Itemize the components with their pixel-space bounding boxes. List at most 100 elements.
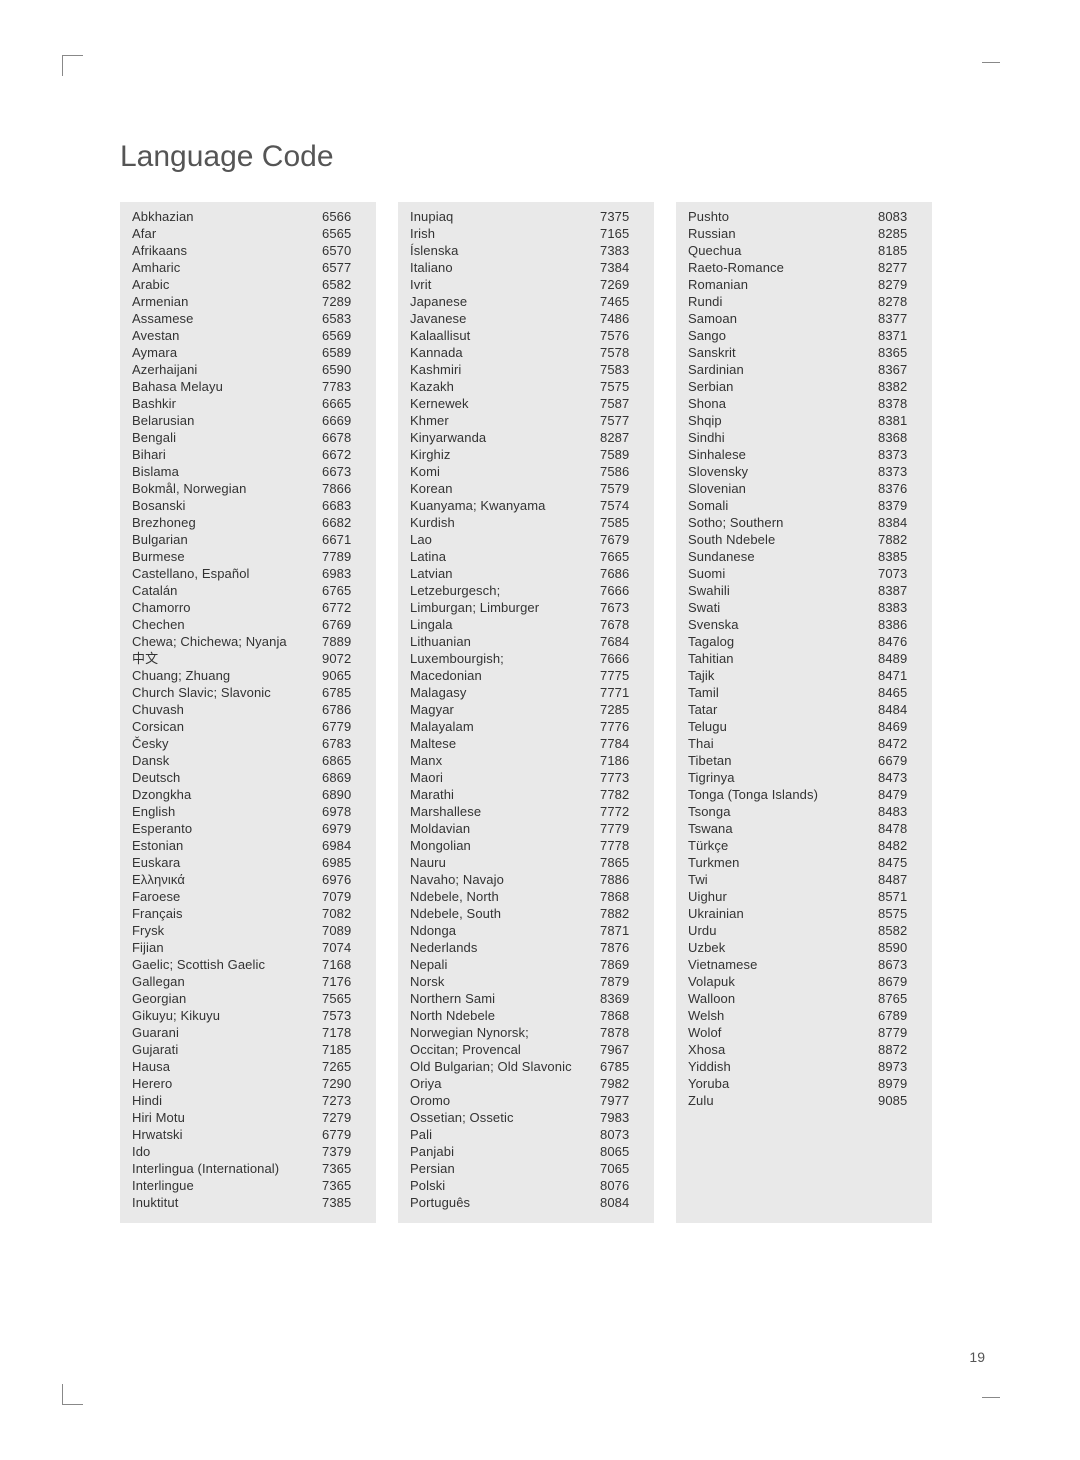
language-name: Assamese: [132, 310, 322, 327]
language-code: 7789: [322, 548, 366, 565]
language-code-table: Abkhazian6566Afar6565Afrikaans6570Amhari…: [120, 202, 985, 1223]
language-name: Kinyarwanda: [410, 429, 600, 446]
language-code: 8479: [878, 786, 922, 803]
language-name: Shona: [688, 395, 878, 412]
language-code: 6665: [322, 395, 366, 412]
language-row: Suomi7073: [688, 565, 922, 582]
language-name: Kernewek: [410, 395, 600, 412]
language-code: 6583: [322, 310, 366, 327]
language-code: 7285: [600, 701, 644, 718]
language-row: Nauru7865: [410, 854, 644, 871]
language-code: 8185: [878, 242, 922, 259]
language-name: Bahasa Melayu: [132, 378, 322, 395]
language-row: Faroese7079: [132, 888, 366, 905]
language-row: Íslenska7383: [410, 242, 644, 259]
language-row: Interlingue7365: [132, 1177, 366, 1194]
language-code: 7666: [600, 582, 644, 599]
language-code: 8386: [878, 616, 922, 633]
language-code: 8083: [878, 208, 922, 225]
language-code: 7465: [600, 293, 644, 310]
language-code: 7977: [600, 1092, 644, 1109]
language-code: 7565: [322, 990, 366, 1007]
language-code: 7869: [600, 956, 644, 973]
language-name: Swati: [688, 599, 878, 616]
language-row: Nederlands7876: [410, 939, 644, 956]
language-row: Azerhaijani6590: [132, 361, 366, 378]
language-name: Norsk: [410, 973, 600, 990]
language-row: Herero7290: [132, 1075, 366, 1092]
language-row: Sanskrit8365: [688, 344, 922, 361]
language-name: Hrwatski: [132, 1126, 322, 1143]
language-name: Korean: [410, 480, 600, 497]
language-row: Persian7065: [410, 1160, 644, 1177]
language-name: Oriya: [410, 1075, 600, 1092]
language-row: Norsk7879: [410, 973, 644, 990]
language-row: Fijian7074: [132, 939, 366, 956]
language-name: Interlingua (International): [132, 1160, 322, 1177]
language-row: Guarani7178: [132, 1024, 366, 1041]
language-code: 8277: [878, 259, 922, 276]
language-row: Sundanese8385: [688, 548, 922, 565]
language-name: Walloon: [688, 990, 878, 1007]
crop-mark-bl: [62, 1384, 83, 1405]
language-code: 6779: [322, 1126, 366, 1143]
language-name: Turkmen: [688, 854, 878, 871]
language-name: Bihari: [132, 446, 322, 463]
language-row: Latvian7686: [410, 565, 644, 582]
language-name: Hausa: [132, 1058, 322, 1075]
language-row: Bislama6673: [132, 463, 366, 480]
language-row: Bengali6678: [132, 429, 366, 446]
language-name: Tibetan: [688, 752, 878, 769]
language-code: 7783: [322, 378, 366, 395]
language-row: Bihari6672: [132, 446, 366, 463]
language-row: Uzbek8590: [688, 939, 922, 956]
language-row: Bashkir6665: [132, 395, 366, 412]
language-row: Pali8073: [410, 1126, 644, 1143]
language-name: Nauru: [410, 854, 600, 871]
language-code: 8979: [878, 1075, 922, 1092]
language-row: Inuktitut7385: [132, 1194, 366, 1211]
language-code: 8076: [600, 1177, 644, 1194]
language-name: Italiano: [410, 259, 600, 276]
language-code: 6682: [322, 514, 366, 531]
language-row: Assamese6583: [132, 310, 366, 327]
language-name: Malayalam: [410, 718, 600, 735]
language-column: Inupiaq7375Irish7165Íslenska7383Italiano…: [398, 202, 654, 1223]
language-code: 8368: [878, 429, 922, 446]
language-code: 7384: [600, 259, 644, 276]
language-code: 7379: [322, 1143, 366, 1160]
language-row: Magyar7285: [410, 701, 644, 718]
language-row: Limburgan; Limburger7673: [410, 599, 644, 616]
language-row: Kuanyama; Kwanyama7574: [410, 497, 644, 514]
language-name: Tagalog: [688, 633, 878, 650]
language-code: 8483: [878, 803, 922, 820]
language-row: South Ndebele7882: [688, 531, 922, 548]
language-code: 8973: [878, 1058, 922, 1075]
language-name: Irish: [410, 225, 600, 242]
language-row: Sotho; Southern8384: [688, 514, 922, 531]
language-row: Serbian8382: [688, 378, 922, 395]
language-code: 6976: [322, 871, 366, 888]
language-name: Romanian: [688, 276, 878, 293]
language-row: Norwegian Nynorsk;7878: [410, 1024, 644, 1041]
language-name: Castellano, Español: [132, 565, 322, 582]
language-row: Gujarati7185: [132, 1041, 366, 1058]
language-code: 7866: [322, 480, 366, 497]
language-name: Yoruba: [688, 1075, 878, 1092]
language-code: 6589: [322, 344, 366, 361]
language-name: Tigrinya: [688, 769, 878, 786]
language-name: Russian: [688, 225, 878, 242]
language-name: Tamil: [688, 684, 878, 701]
language-name: Armenian: [132, 293, 322, 310]
language-code: 7074: [322, 939, 366, 956]
language-name: Herero: [132, 1075, 322, 1092]
language-code: 7876: [600, 939, 644, 956]
language-name: Suomi: [688, 565, 878, 582]
language-row: Chuang; Zhuang9065: [132, 667, 366, 684]
language-row: Raeto-Romance8277: [688, 259, 922, 276]
language-row: Macedonian7775: [410, 667, 644, 684]
language-name: Svenska: [688, 616, 878, 633]
page-number: 19: [969, 1349, 985, 1365]
language-row: Irish7165: [410, 225, 644, 242]
language-code: 7772: [600, 803, 644, 820]
